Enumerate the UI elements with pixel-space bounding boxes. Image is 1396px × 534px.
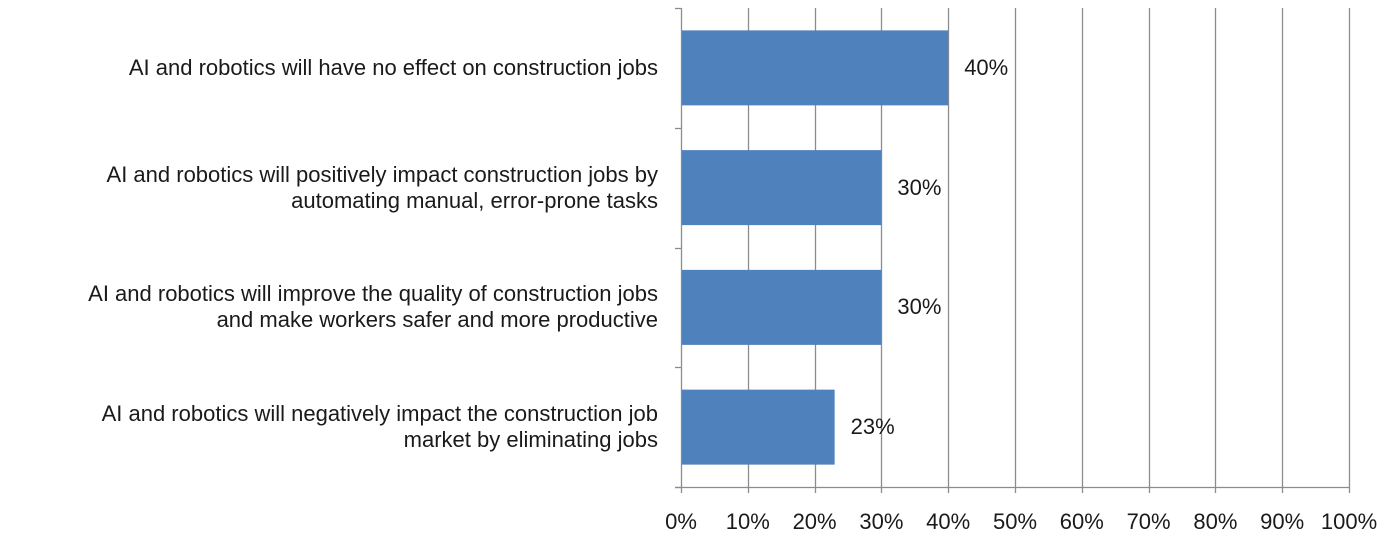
bar: [682, 150, 882, 226]
category-label: AI and robotics will positively impact c…: [0, 162, 658, 214]
x-tick-label: 10%: [725, 509, 770, 534]
x-tick-label: 90%: [1260, 509, 1305, 534]
category-label: AI and robotics will improve the quality…: [0, 281, 658, 333]
category-label-line: AI and robotics will positively impact c…: [106, 161, 658, 187]
bar: [682, 30, 949, 106]
x-tick-label: 50%: [992, 509, 1038, 534]
category-label-line: and make workers safer and more producti…: [216, 307, 658, 333]
category-label-line: AI and robotics will improve the quality…: [88, 281, 658, 307]
category-label-line: AI and robotics will have no effect on c…: [128, 54, 658, 80]
bar-value-label: 30%: [897, 174, 942, 200]
x-tick-label: 70%: [1126, 509, 1171, 534]
x-tick-label: 40%: [926, 509, 971, 534]
x-tick-label: 100%: [1320, 509, 1378, 534]
bar-value-label: 30%: [897, 294, 942, 320]
bar-value-label: 40%: [964, 54, 1009, 80]
bar-value-label: 23%: [850, 414, 895, 440]
x-tick-label: 20%: [792, 509, 837, 534]
category-label-line: automating manual, error-prone tasks: [291, 187, 658, 213]
category-label-line: market by eliminating jobs: [403, 427, 658, 453]
bar: [682, 389, 835, 465]
x-tick-label: 80%: [1193, 509, 1238, 534]
category-label: AI and robotics will have no effect on c…: [0, 55, 658, 81]
x-tick-label: 0%: [665, 509, 697, 534]
bar: [682, 269, 882, 345]
x-tick-label: 60%: [1059, 509, 1104, 534]
x-tick-label: 30%: [859, 509, 904, 534]
category-label: AI and robotics will negatively impact t…: [0, 401, 658, 453]
category-label-line: AI and robotics will negatively impact t…: [101, 401, 658, 427]
